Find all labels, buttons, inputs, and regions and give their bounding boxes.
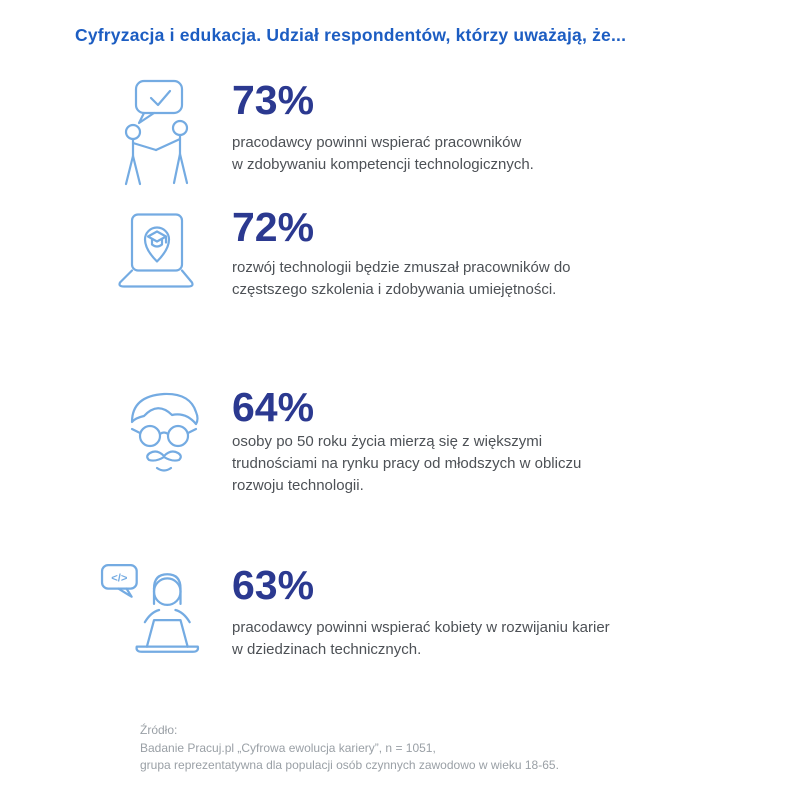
stat-value-2: 72%: [232, 204, 315, 250]
stat-description-4: pracodawcy powinni wspierać kobiety w ro…: [232, 619, 610, 658]
source-line-2: Badanie Pracuj.pl „Cyfrowa ewolucja kari…: [140, 740, 436, 755]
page-title: Cyfryzacja i edukacja. Udział respondent…: [75, 25, 627, 45]
stat-description-1: pracodawcy powinni wspierać pracowników …: [232, 134, 534, 173]
source-note: Źródło: Badanie Pracuj.pl „Cyfrowa ewolu…: [140, 722, 559, 775]
source-line-3: grupa reprezentatywna dla populacji osób…: [140, 758, 559, 772]
stat-value-4: 63%: [232, 562, 315, 608]
stat-description-2: rozwój technologii będzie zmuszał pracow…: [232, 259, 571, 298]
code-glyph: </>: [111, 572, 128, 584]
senior-man-icon: [126, 388, 202, 480]
laptop-graduation-icon: [106, 211, 206, 304]
stat-value-1: 73%: [232, 77, 315, 123]
woman-developer-icon: </>: [100, 561, 206, 661]
handshake-chat-icon: [108, 79, 206, 191]
stat-description-3: osoby po 50 roku życia mierzą się z więk…: [232, 433, 582, 494]
stat-value-3: 64%: [232, 384, 315, 430]
source-line-1: Źródło:: [140, 723, 178, 737]
